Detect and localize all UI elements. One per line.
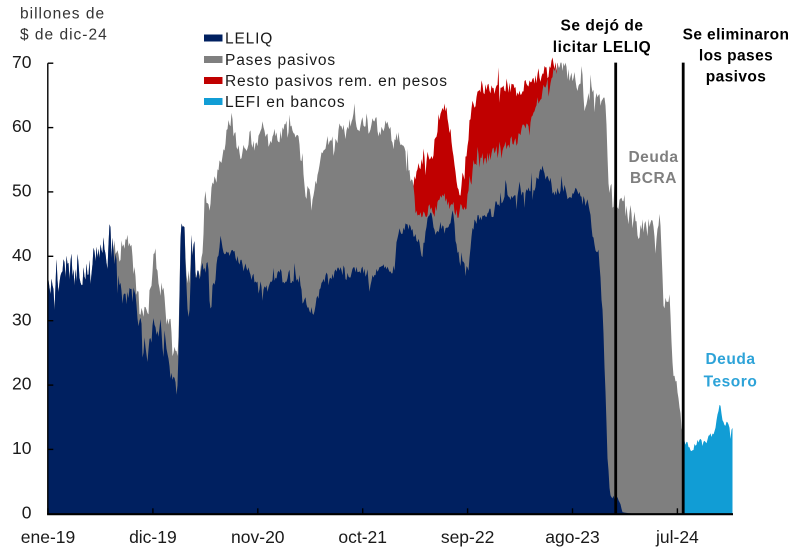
svg-text:50: 50 (12, 181, 32, 201)
svg-text:pasivos: pasivos (706, 69, 767, 86)
svg-text:LELIQ: LELIQ (225, 31, 273, 48)
svg-text:40: 40 (12, 245, 32, 265)
svg-text:60: 60 (12, 116, 32, 136)
svg-text:Pases pasivos: Pases pasivos (225, 52, 336, 69)
svg-text:10: 10 (12, 438, 32, 458)
svg-text:Deuda: Deuda (705, 351, 755, 368)
svg-text:dic-19: dic-19 (129, 527, 177, 547)
svg-text:licitar LELIQ: licitar LELIQ (553, 39, 651, 56)
svg-text:30: 30 (12, 309, 32, 329)
svg-text:jul-24: jul-24 (655, 527, 699, 547)
svg-text:sep-22: sep-22 (441, 527, 495, 547)
svg-text:20: 20 (12, 374, 32, 394)
svg-text:70: 70 (12, 52, 32, 72)
svg-text:LEFI en bancos: LEFI en bancos (225, 94, 345, 111)
svg-text:billones de: billones de (20, 6, 105, 23)
svg-text:oct-21: oct-21 (338, 527, 387, 547)
svg-text:0: 0 (22, 502, 32, 522)
svg-text:Tesoro: Tesoro (704, 374, 758, 391)
svg-text:nov-20: nov-20 (231, 527, 285, 547)
svg-text:BCRA: BCRA (630, 170, 677, 187)
svg-text:ago-23: ago-23 (545, 527, 600, 547)
svg-text:ene-19: ene-19 (21, 527, 76, 547)
svg-text:Resto pasivos rem. en pesos: Resto pasivos rem. en pesos (225, 73, 448, 90)
svg-text:los pases: los pases (699, 48, 773, 65)
svg-text:Se eliminaron: Se eliminaron (683, 27, 790, 44)
svg-text:Se dejó de: Se dejó de (560, 18, 643, 35)
svg-text:$ de dic-24: $ de dic-24 (20, 27, 108, 44)
svg-text:Deuda: Deuda (628, 149, 678, 166)
